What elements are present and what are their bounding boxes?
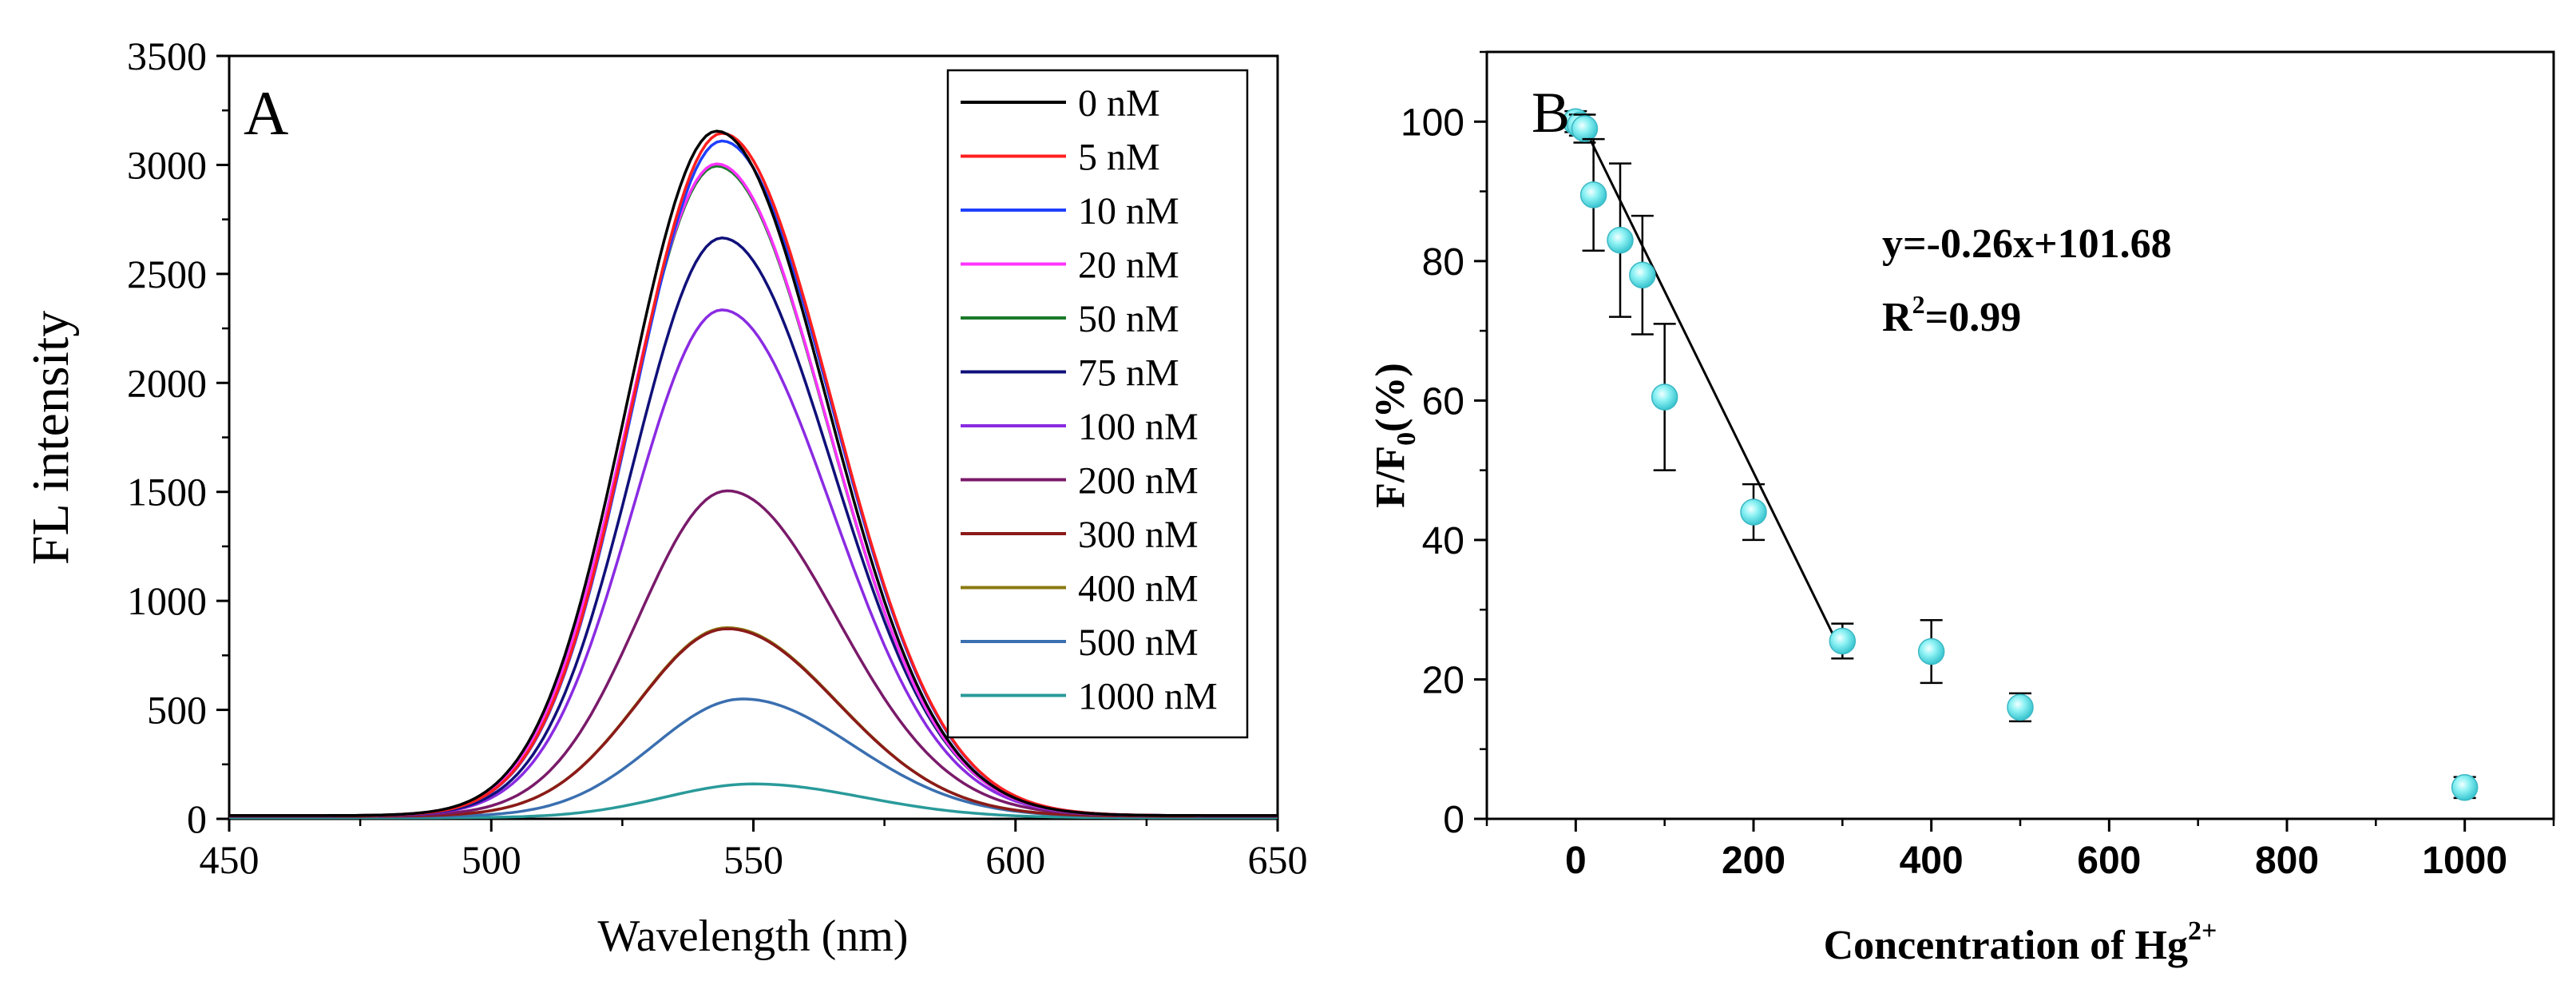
panel-b-y-tick-label: 60 xyxy=(1422,380,1464,423)
panel-a-label: A xyxy=(244,78,288,148)
panel-a-x-ticks: 450 500 550 600 650 xyxy=(200,819,1308,882)
legend-label: 20 nM xyxy=(1078,244,1179,287)
panel-a-y-tick-label: 1000 xyxy=(127,578,207,623)
legend-label: 50 nM xyxy=(1078,298,1179,340)
legend: 0 nM 5 nM 10 nM 20 nM 50 nM 75 nM 100 nM 200 nM… xyxy=(961,82,1218,718)
panel-b-y-tick-label: 0 xyxy=(1443,799,1464,841)
panel-a-y-ticks: 0 500 1000 1500 2000 2500 3000 3500 xyxy=(127,34,229,841)
fit-equation: y=-0.26x+101.68 xyxy=(1882,221,2172,267)
legend-label: 75 nM xyxy=(1078,352,1179,395)
panel-a-x-tick-label: 600 xyxy=(985,837,1045,882)
data-point xyxy=(1629,261,1656,289)
r-squared-prefix: R xyxy=(1882,295,1913,340)
data-point xyxy=(1917,638,1945,665)
panel-b-x-tick-label: 1000 xyxy=(2422,840,2507,882)
panel-a-y-axis-title: FL intensity xyxy=(22,311,80,565)
panel-a-curves xyxy=(229,129,1278,820)
panel-a-y-tick-label: 1500 xyxy=(127,470,207,514)
data-point xyxy=(1607,226,1634,254)
panel-b-x-tick-label: 600 xyxy=(2077,840,2141,882)
legend-label: 400 nM xyxy=(1078,568,1199,610)
panel-a-x-axis-title: Wavelength (nm) xyxy=(598,912,909,961)
data-point xyxy=(1579,181,1607,209)
legend-label: 100 nM xyxy=(1078,406,1199,448)
legend-box xyxy=(946,69,1249,739)
legend-label: 300 nM xyxy=(1078,514,1199,556)
panel-b-y-tick-label: 80 xyxy=(1422,241,1464,284)
panel-b-x-tick-label: 800 xyxy=(2255,840,2319,882)
panel-b-y-axis-title-main: F/F xyxy=(1368,446,1413,508)
panel-b-x-tick-label: 200 xyxy=(1722,840,1785,882)
panel-a-y-tick-label: 2000 xyxy=(127,360,207,405)
data-point xyxy=(1651,383,1678,411)
legend-label: 1000 nM xyxy=(1078,676,1218,718)
r-squared-sup: 2 xyxy=(1912,290,1925,319)
panel-b-points xyxy=(1562,108,2479,801)
panel-b-y-tick-label: 40 xyxy=(1422,520,1464,562)
panel-a-y-tick-label: 0 xyxy=(187,796,207,841)
panel-a-y-tick-label: 3500 xyxy=(127,34,207,78)
data-point xyxy=(2007,693,2034,721)
panel-a-y-tick-label: 2500 xyxy=(127,252,207,296)
data-point xyxy=(1829,627,1857,655)
panel-a-chart: 0 500 1000 1500 2000 2500 3000 3500 450 500 550 60… xyxy=(22,34,1308,961)
panel-b-y-axis-title-sub: 0 xyxy=(1392,432,1421,446)
legend-label: 500 nM xyxy=(1078,622,1199,664)
panel-a-x-tick-label: 500 xyxy=(462,837,521,882)
r-squared-suffix: =0.99 xyxy=(1925,295,2022,340)
panel-b-x-axis-title: Concentration of Hg2+ xyxy=(1824,916,2217,968)
panel-b-x-axis-title-sup: 2+ xyxy=(2188,916,2217,946)
panel-b-x-axis-title-main: Concentration of Hg xyxy=(1824,923,2188,968)
panel-a-x-tick-label: 450 xyxy=(200,837,260,882)
panel-a-y-tick-label: 500 xyxy=(147,688,207,733)
legend-label: 5 nM xyxy=(1078,137,1160,179)
panel-a-x-tick-label: 550 xyxy=(723,837,783,882)
panel-b-y-axis-title: F/F0(%) xyxy=(1368,363,1421,508)
panel-b-label: B xyxy=(1532,81,1570,145)
panel-b-x-tick-label: 0 xyxy=(1565,840,1587,882)
spectrum-line xyxy=(229,129,1278,817)
panel-b-y-tick-label: 100 xyxy=(1401,101,1464,144)
data-point xyxy=(1740,499,1767,526)
legend-label: 200 nM xyxy=(1078,460,1199,502)
r-squared: R2=0.99 xyxy=(1882,290,2021,340)
panel-a-y-tick-label: 3000 xyxy=(127,142,207,187)
panel-b-y-axis-title-tail: (%) xyxy=(1368,363,1413,432)
panel-b-y-tick-label: 20 xyxy=(1422,659,1464,701)
data-point xyxy=(2451,773,2479,801)
panel-b-x-tick-label: 400 xyxy=(1900,840,1964,882)
legend-label: 0 nM xyxy=(1078,82,1160,125)
legend-label: 10 nM xyxy=(1078,190,1179,232)
panel-b-y-ticks: 0 20 40 60 80 100 xyxy=(1401,50,1487,841)
data-point xyxy=(1571,115,1599,142)
panel-b-x-ticks: 0 200 400 600 800 1000 xyxy=(1485,819,2555,882)
panel-a-x-tick-label: 650 xyxy=(1248,837,1308,882)
